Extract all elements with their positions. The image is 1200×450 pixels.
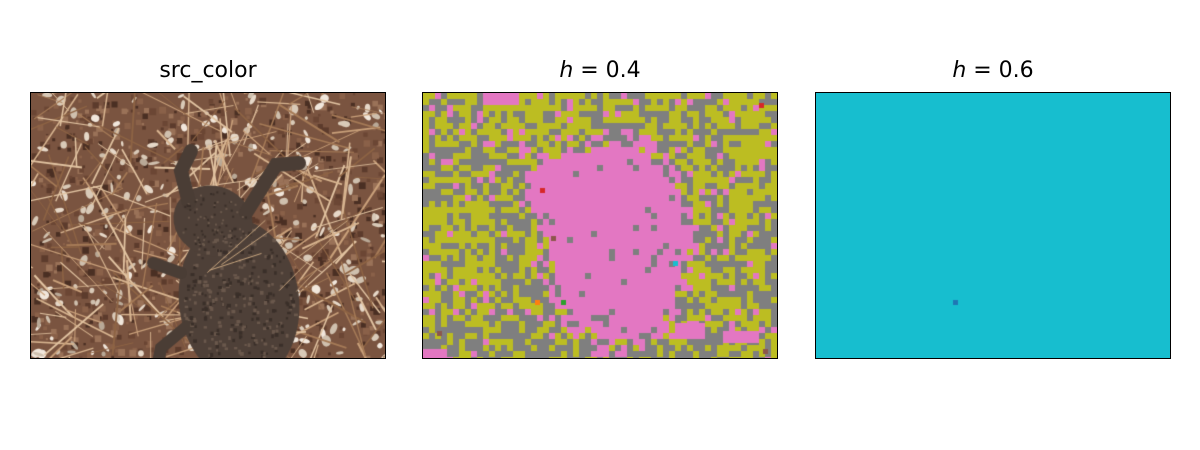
source-image-panel — [30, 92, 386, 359]
toad-photo-image — [31, 93, 385, 358]
segmentation-panel-h-0-6 — [815, 92, 1171, 359]
panel-title-h-0-4: h = 0.4 — [422, 56, 778, 86]
title-value: = 0.6 — [966, 58, 1034, 83]
title-variable: h — [559, 58, 574, 83]
segmentation-map-h-0-4 — [423, 93, 777, 358]
title-variable: h — [952, 58, 967, 83]
segmentation-map-h-0-6 — [816, 93, 1170, 358]
panel-title-h-0-6: h = 0.6 — [815, 56, 1171, 86]
panel-title-src-color: src_color — [159, 58, 257, 83]
segmentation-panel-h-0-4 — [422, 92, 778, 359]
title-value: = 0.4 — [573, 58, 641, 83]
